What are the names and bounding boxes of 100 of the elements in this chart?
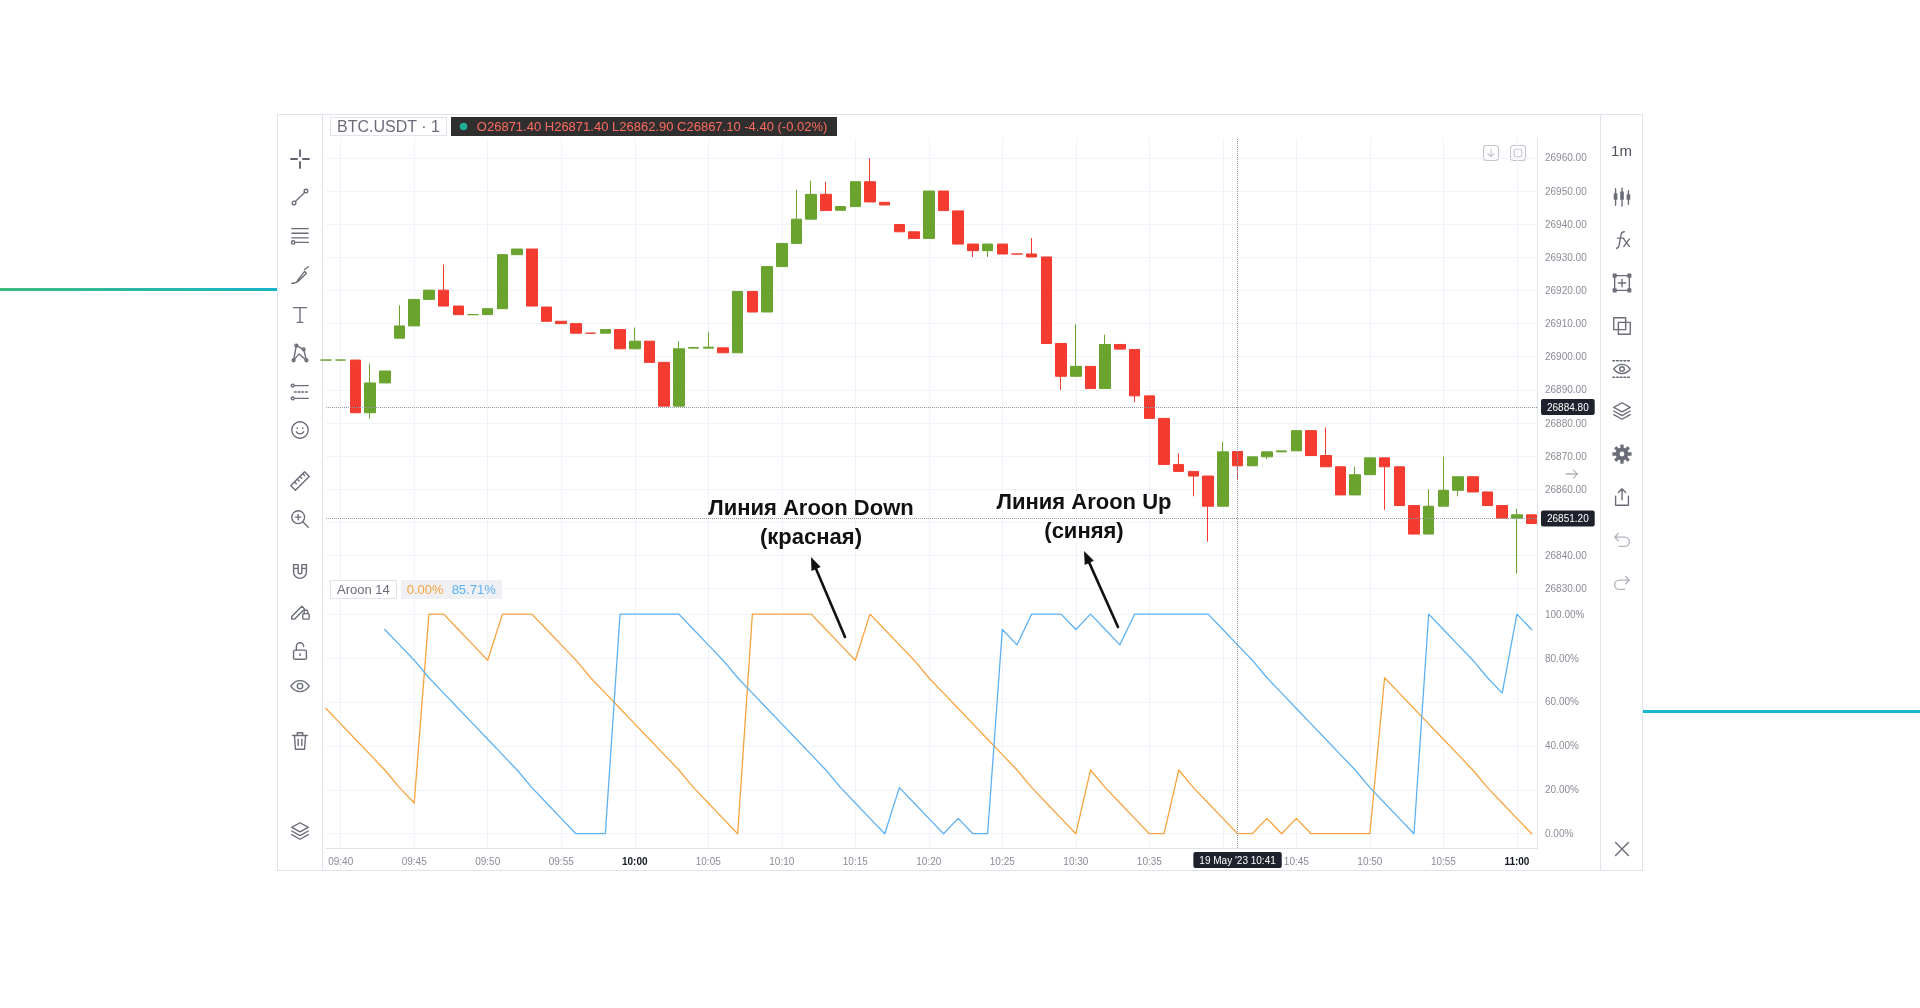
x-tick-label: 10:25 — [989, 855, 1016, 867]
x-tick-label: 10:00 — [621, 855, 648, 867]
candlestick — [408, 298, 420, 327]
text: 1m — [1610, 142, 1633, 160]
candlestick — [688, 346, 699, 349]
annotation: 0.00% — [406, 581, 444, 599]
candlestick — [1320, 426, 1332, 468]
candlestick — [511, 248, 523, 256]
annotation: Линия Aroon Up (синяя) — [995, 488, 1173, 545]
y-tick-label: 26830.00 — [1545, 583, 1588, 595]
y-tick-label: 60.00% — [1545, 696, 1580, 708]
ref-line-label: 26851.20 — [1547, 512, 1590, 524]
ref-line-label: 19 May '23 10:41 — [1199, 854, 1277, 866]
x-tick-label: 10:15 — [842, 855, 869, 867]
x-tick-label: 10:50 — [1357, 855, 1383, 867]
candlestick — [1099, 334, 1111, 390]
candlestick — [791, 189, 802, 244]
candlestick — [673, 340, 685, 407]
candlestick — [350, 359, 361, 414]
candlestick — [1467, 476, 1479, 493]
candlestick — [614, 329, 626, 350]
y-tick-label: 26960.00 — [1545, 152, 1588, 164]
candlestick — [1452, 476, 1464, 497]
candlestick — [908, 231, 920, 239]
candlestick — [894, 224, 905, 233]
candlestick — [629, 327, 641, 350]
candlestick — [1173, 452, 1184, 472]
y-tick-label: 26860.00 — [1545, 483, 1588, 495]
candlestick — [864, 157, 876, 203]
candlestick — [1423, 488, 1434, 535]
candlestick — [703, 331, 714, 349]
candlestick — [1232, 451, 1243, 481]
candlestick — [1526, 514, 1537, 524]
x-tick-label: 10:45 — [1283, 855, 1310, 867]
candlestick — [1070, 323, 1082, 377]
candlestick — [997, 243, 1008, 255]
y-tick-label: 26940.00 — [1545, 218, 1588, 230]
candlestick — [526, 248, 538, 307]
y-tick-label: 26950.00 — [1545, 185, 1588, 197]
candlestick — [805, 180, 817, 220]
x-tick-label: 11:00 — [1504, 855, 1530, 867]
x-tick-label: 10:30 — [1063, 855, 1089, 867]
candlestick — [497, 254, 508, 310]
x-tick-label: 10:20 — [916, 855, 942, 867]
candlestick — [364, 363, 376, 420]
candlestick — [776, 242, 788, 268]
candlestick — [1041, 256, 1052, 344]
candlestick — [379, 370, 391, 384]
candlestick — [482, 308, 493, 316]
candlestick — [1438, 456, 1449, 507]
x-tick-label: 09:55 — [548, 855, 575, 867]
candlestick — [1158, 417, 1170, 465]
candlestick — [952, 210, 964, 245]
candlestick — [982, 243, 993, 258]
candlestick — [600, 329, 611, 334]
candlestick — [732, 290, 743, 354]
candlestick — [850, 181, 861, 208]
candlestick — [835, 206, 846, 211]
x-tick-label: 09:50 — [475, 855, 501, 867]
x-tick-label: 10:35 — [1136, 855, 1163, 867]
chart-title: BTC.USDT · 1 — [330, 117, 447, 136]
y-tick-label: 26870.00 — [1545, 450, 1588, 462]
y-tick-label: 20.00% — [1545, 784, 1580, 796]
candlestick — [453, 305, 464, 316]
candlestick — [1261, 451, 1273, 460]
candlestick — [1217, 441, 1229, 507]
x-tick-label: 10:05 — [695, 855, 722, 867]
x-tick-label: 09:45 — [401, 855, 428, 867]
candlestick — [1379, 457, 1390, 511]
y-tick-label: 26910.00 — [1545, 318, 1588, 330]
chart-title: Aroon 14 — [330, 580, 397, 599]
y-tick-label: 80.00% — [1545, 652, 1580, 664]
candlestick — [717, 347, 729, 354]
candlestick — [1026, 237, 1037, 258]
candlestick — [394, 304, 405, 339]
x-tick-label: 10:55 — [1430, 855, 1457, 867]
candlestick — [1496, 505, 1508, 519]
candlestick — [1408, 505, 1420, 535]
candlestick — [658, 361, 670, 407]
candlestick — [1364, 457, 1376, 476]
candlestick — [1085, 365, 1096, 390]
candlestick — [967, 243, 979, 258]
candlestick — [1055, 342, 1067, 391]
candlestick — [1247, 456, 1258, 467]
y-tick-label: 100.00% — [1545, 608, 1585, 620]
candlestick — [1349, 466, 1361, 496]
annotation: 85.71% — [451, 581, 496, 599]
candlestick — [820, 181, 832, 212]
candlestick — [1305, 430, 1317, 457]
y-tick-label: 26890.00 — [1545, 384, 1588, 396]
candlestick — [1291, 430, 1302, 452]
candlestick — [1144, 395, 1155, 419]
candlestick — [555, 320, 567, 325]
candlestick — [1114, 343, 1126, 350]
y-tick-label: 26920.00 — [1545, 284, 1588, 296]
candlestick — [438, 264, 449, 307]
x-tick-label: 10:10 — [769, 855, 795, 867]
chart-subtitle: O26871.40 H26871.40 L26862.90 C26867.10 -4.40 (-0.02%) — [450, 117, 838, 136]
candlestick — [1335, 466, 1346, 496]
candlestick — [1188, 470, 1199, 497]
